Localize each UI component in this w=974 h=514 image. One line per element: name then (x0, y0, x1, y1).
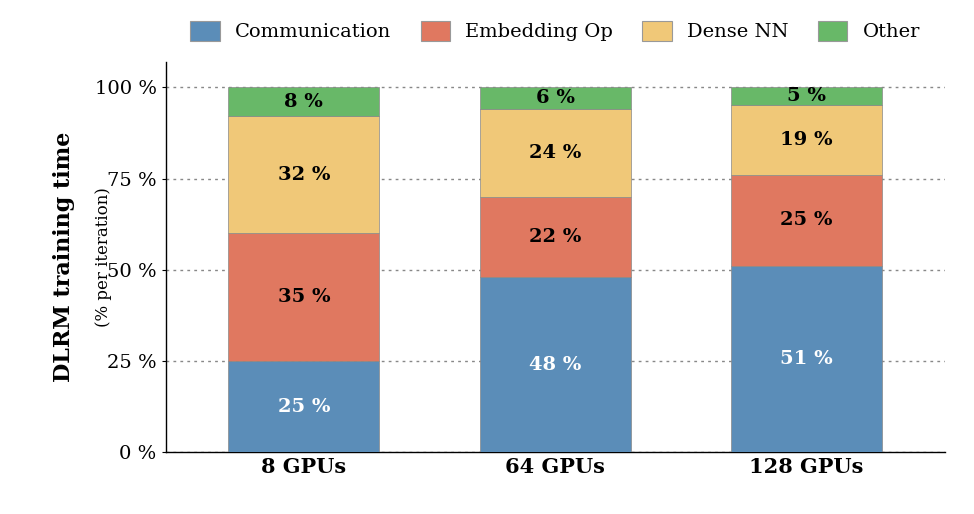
Bar (480, 109, 630, 197)
Bar (229, 117, 379, 233)
Text: 25 %: 25 % (780, 211, 833, 229)
Text: 6 %: 6 % (536, 89, 575, 107)
Text: 48 %: 48 % (529, 356, 581, 374)
Text: 25 %: 25 % (278, 398, 330, 416)
Bar (731, 87, 881, 105)
Text: 24 %: 24 % (529, 144, 581, 162)
Legend: Communication, Embedding Op, Dense NN, Other: Communication, Embedding Op, Dense NN, O… (183, 13, 927, 49)
Bar (731, 105, 881, 175)
Bar (731, 266, 881, 452)
Text: 51 %: 51 % (780, 350, 833, 368)
Bar (480, 197, 630, 277)
Bar (229, 87, 379, 117)
Text: 8 %: 8 % (284, 93, 323, 111)
Text: 5 %: 5 % (787, 87, 826, 105)
Text: 35 %: 35 % (278, 288, 330, 306)
Text: 22 %: 22 % (529, 228, 581, 246)
Bar (731, 175, 881, 266)
Bar (480, 277, 630, 452)
Text: 32 %: 32 % (278, 166, 330, 184)
Text: 19 %: 19 % (780, 131, 833, 149)
Text: (% per iteration): (% per iteration) (94, 187, 112, 327)
Bar (229, 361, 379, 452)
Text: DLRM training time: DLRM training time (54, 132, 75, 382)
Bar (229, 233, 379, 361)
Bar (480, 87, 630, 109)
